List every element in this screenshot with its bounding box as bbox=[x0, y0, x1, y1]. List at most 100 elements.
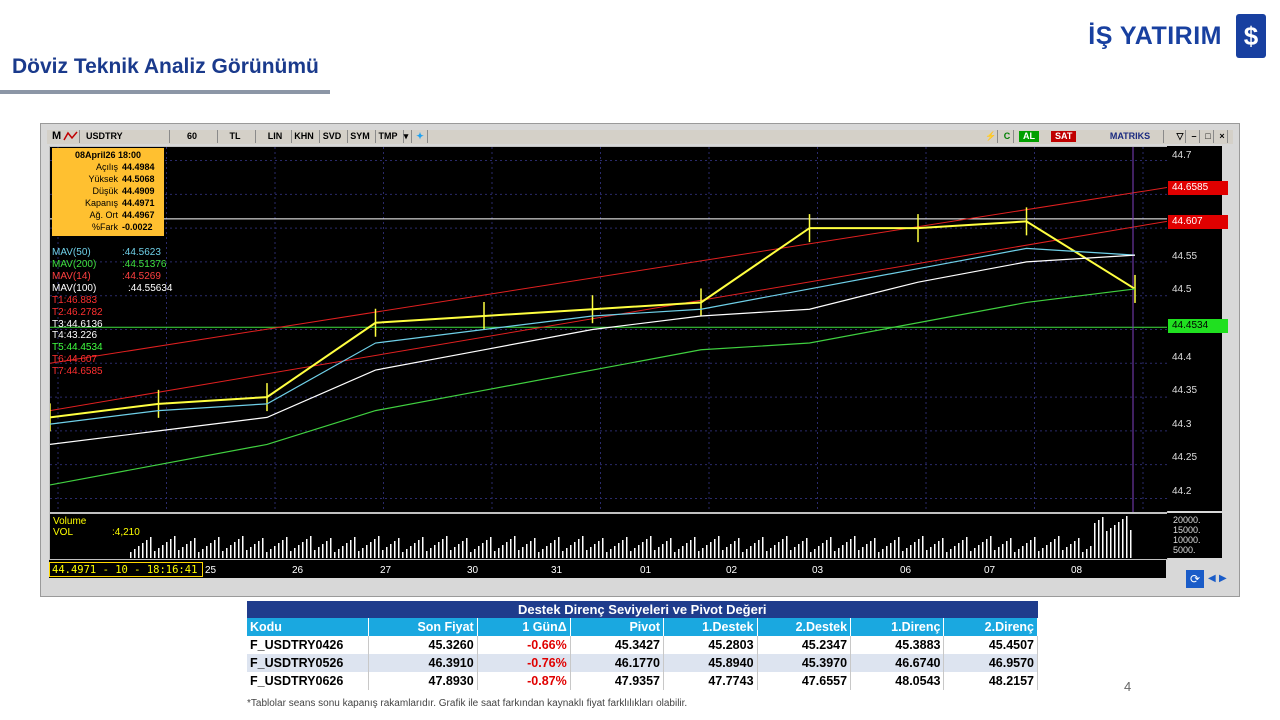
toolbar-button-sym[interactable]: SYM bbox=[345, 130, 376, 143]
volume-bar bbox=[130, 552, 132, 558]
volume-bar bbox=[574, 542, 576, 558]
price-tick-label: 44.4 bbox=[1172, 351, 1192, 363]
table-row: F_USDTRY0526 46.3910 -0.76% 46.1770 45.8940 4… bbox=[247, 654, 1038, 672]
table-cell: 47.6557 bbox=[757, 672, 852, 690]
volume-title: Volume bbox=[53, 516, 87, 527]
chart-menu-button[interactable]: M bbox=[52, 130, 62, 142]
volume-value: :4,210 bbox=[112, 527, 140, 538]
volume-bar bbox=[290, 551, 292, 558]
table-row: F_USDTRY0426 45.3260 -0.66% 45.3427 45.2803 4… bbox=[247, 636, 1038, 654]
symbol-field[interactable]: USDTRY bbox=[83, 130, 170, 143]
table-cell: F_USDTRY0426 bbox=[247, 636, 370, 654]
volume-bar bbox=[134, 549, 136, 558]
volume-bar bbox=[838, 548, 840, 558]
volume-bar bbox=[686, 543, 688, 558]
volume-bar bbox=[1086, 549, 1088, 558]
table-cell: 45.3883 bbox=[850, 636, 945, 654]
toolbar-button-tmp[interactable]: TMP bbox=[373, 130, 404, 143]
volume-bar bbox=[1046, 545, 1048, 558]
volume-bar bbox=[1006, 541, 1008, 558]
buy-button[interactable]: AL bbox=[1019, 131, 1039, 142]
time-tick-label: 08 bbox=[1071, 565, 1083, 576]
collapse-icon[interactable]: ▽ bbox=[1175, 130, 1186, 143]
close-icon[interactable]: × bbox=[1217, 130, 1228, 143]
volume-bar bbox=[214, 540, 216, 558]
table-cell: -0.76% bbox=[477, 654, 571, 672]
volume-bar bbox=[494, 551, 496, 558]
price-chart-area[interactable] bbox=[49, 146, 1168, 513]
volume-bar bbox=[190, 541, 192, 558]
volume-bar bbox=[974, 548, 976, 558]
volume-bar bbox=[182, 547, 184, 558]
volume-bar bbox=[506, 542, 508, 558]
volume-bar bbox=[466, 538, 468, 558]
volume-bar bbox=[862, 547, 864, 558]
volume-bar bbox=[854, 536, 856, 558]
volume-bar bbox=[1114, 525, 1116, 558]
scroll-controls[interactable]: ⟳ ◀ ▶ bbox=[1186, 570, 1230, 588]
table-cell: 48.2157 bbox=[943, 672, 1038, 690]
volume-bar bbox=[822, 543, 824, 558]
volume-bar bbox=[1102, 517, 1104, 558]
volume-bar bbox=[482, 543, 484, 558]
twitter-icon[interactable]: ✦ bbox=[413, 130, 428, 143]
volume-bar bbox=[370, 542, 372, 558]
volume-bar bbox=[490, 537, 492, 558]
indicator-label: MAV(50) bbox=[52, 247, 91, 258]
dropdown-arrow-icon[interactable]: ▾ bbox=[401, 130, 412, 143]
volume-bar bbox=[250, 547, 252, 558]
brand-logo-icon: $ bbox=[1236, 14, 1266, 58]
volume-bar bbox=[610, 549, 612, 558]
level-label: T3:44.6136 bbox=[52, 318, 103, 330]
indicator-value: :44.5623 bbox=[122, 247, 161, 258]
volume-bar bbox=[414, 543, 416, 558]
volume-bar bbox=[322, 544, 324, 558]
volume-bar bbox=[318, 547, 320, 558]
lightning-icon[interactable]: ⚡ bbox=[985, 130, 998, 143]
scroll-left-icon[interactable]: ◀ bbox=[1208, 573, 1216, 584]
toolbar-button-khn[interactable]: KHN bbox=[289, 130, 320, 143]
table-cell: 47.9357 bbox=[570, 672, 665, 690]
volume-bar bbox=[526, 544, 528, 558]
currency-field[interactable]: TL bbox=[215, 130, 256, 143]
scroll-right-icon[interactable]: ▶ bbox=[1219, 573, 1227, 584]
volume-bar bbox=[226, 548, 228, 558]
period-field[interactable]: 60 bbox=[167, 130, 218, 143]
volume-bar bbox=[158, 548, 160, 558]
volume-bar bbox=[330, 538, 332, 558]
column-header: 2.Direnç bbox=[943, 618, 1038, 636]
table-cell: 47.8930 bbox=[368, 672, 478, 690]
volume-bar bbox=[438, 542, 440, 558]
volume-bar bbox=[806, 538, 808, 558]
volume-bar bbox=[350, 540, 352, 558]
volume-bar bbox=[1070, 544, 1072, 558]
volume-bar bbox=[230, 545, 232, 558]
volume-bar bbox=[578, 539, 580, 558]
table-cell: F_USDTRY0526 bbox=[247, 654, 370, 672]
refresh-icon[interactable]: C bbox=[1001, 130, 1014, 143]
table-row: F_USDTRY0626 47.8930 -0.87% 47.9357 47.7743 4… bbox=[247, 672, 1038, 690]
volume-bar bbox=[138, 546, 140, 558]
volume-bar bbox=[890, 543, 892, 558]
volume-bar bbox=[1122, 519, 1124, 558]
volume-bar bbox=[766, 551, 768, 558]
volume-bar bbox=[1098, 520, 1100, 558]
toolbar-button-lin[interactable]: LIN bbox=[259, 130, 292, 143]
column-header: Kodu bbox=[247, 618, 370, 636]
volume-bar bbox=[258, 541, 260, 558]
sell-button[interactable]: SAT bbox=[1051, 131, 1077, 142]
volume-bar bbox=[714, 539, 716, 558]
volume-bar bbox=[790, 550, 792, 558]
sync-icon[interactable]: ⟳ bbox=[1186, 570, 1204, 588]
time-tick-label: 25 bbox=[205, 565, 217, 576]
volume-bar bbox=[726, 547, 728, 558]
minimize-icon[interactable]: – bbox=[1189, 130, 1200, 143]
volume-bar bbox=[910, 545, 912, 558]
maximize-icon[interactable]: □ bbox=[1203, 130, 1214, 143]
chart-type-icon[interactable] bbox=[63, 130, 80, 143]
info-row: Düşük 44.4909 bbox=[52, 186, 164, 198]
volume-bar bbox=[1078, 538, 1080, 558]
volume-bar bbox=[770, 548, 772, 558]
toolbar-button-svd[interactable]: SVD bbox=[317, 130, 348, 143]
volume-bar bbox=[674, 552, 676, 558]
